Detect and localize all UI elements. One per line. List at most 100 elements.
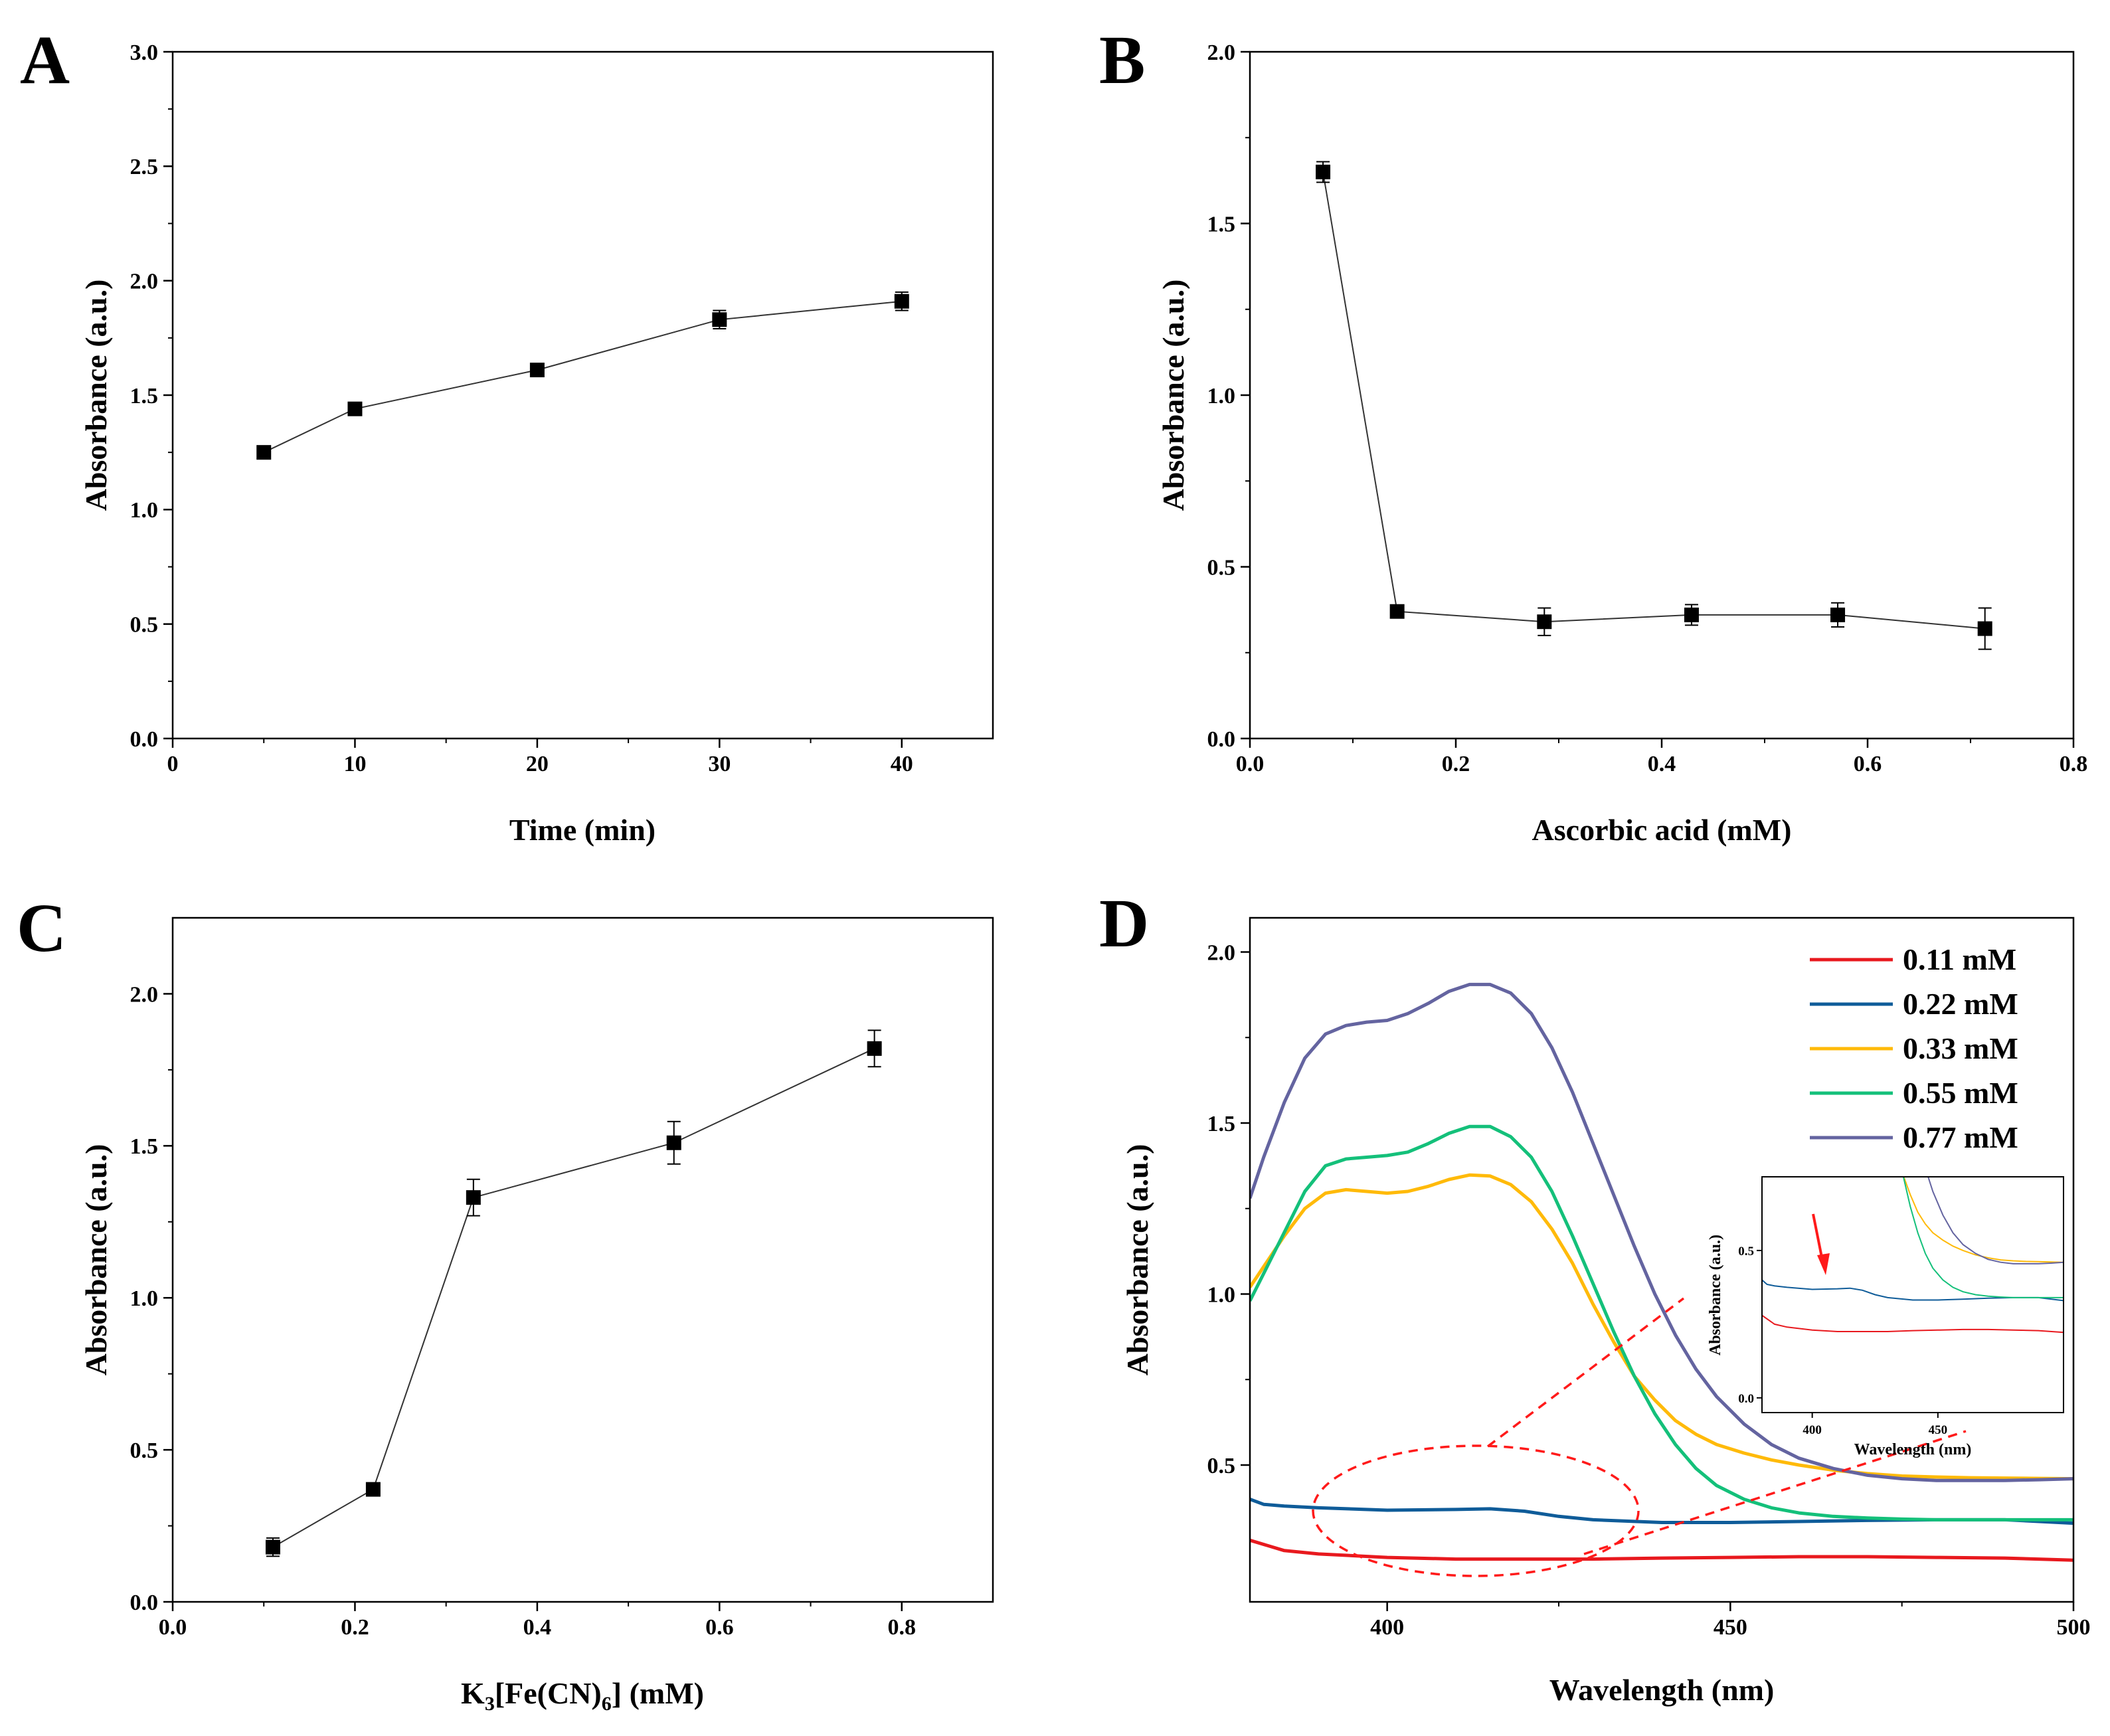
spectrum-line (1250, 1538, 2073, 1562)
panel-c: C 0.0 0.5 1.0 1.5 2.0 0.0 0.2 0.4 0.6 0.8 K3[Fe(… (17, 890, 994, 1715)
data-point (1389, 604, 1405, 619)
panel-b-y-ticks: 0.0 0.5 1.0 1.5 2.0 (1207, 41, 1250, 752)
legend-item: 0.11 mM (1810, 942, 2016, 976)
panel-d-inset: 0.0 0.5 400 450 Wavelength (nm) Absorbance… (1707, 1176, 2064, 1458)
panel-c-y-ticks: 0.0 0.5 1.0 1.5 2.0 (130, 982, 173, 1615)
panel-d-y-axis-title: Absorbance (a.u.) (1120, 1144, 1154, 1376)
legend-item: 0.55 mM (1810, 1076, 2018, 1110)
y-tick-label: 0.5 (1207, 1454, 1236, 1478)
panel-d-series (1250, 982, 2073, 1562)
y-tick-label: 1.0 (130, 1286, 159, 1311)
panel-c-plot-frame (171, 916, 994, 1603)
y-tick-label: 0.0 (130, 727, 159, 752)
y-tick-label: 0.0 (130, 1591, 159, 1615)
panel-a-y-ticks: 0.0 0.5 1.0 1.5 2.0 2.5 3.0 (130, 41, 173, 752)
inset-spectrum-line (1762, 1279, 2064, 1302)
zoom-ellipse (1312, 1444, 1640, 1577)
data-point (1977, 621, 1992, 636)
data-point (466, 1190, 481, 1205)
y-tick-label: 1.0 (1207, 384, 1236, 408)
inset-y-tick-label: 0.0 (1738, 1392, 1754, 1406)
panel-label-a: A (20, 22, 70, 98)
panel-c-x-title-sub-3: 3 (485, 1693, 495, 1715)
data-point (529, 363, 545, 378)
inset-y-tick-label: 0.5 (1738, 1245, 1754, 1259)
inset-x-tick-label: 450 (1929, 1423, 1948, 1437)
panel-label-d: D (1099, 885, 1149, 962)
zoom-connector-upper (1486, 1297, 1685, 1448)
legend-label: 0.33 mM (1903, 1031, 2018, 1065)
data-point (894, 294, 909, 309)
panel-c-x-title-sub-6: 6 (602, 1693, 612, 1715)
panel-d-y-ticks: 0.5 1.0 1.5 2.0 (1207, 940, 1250, 1478)
panel-b-x-ticks: 0.0 0.2 0.4 0.6 0.8 (1236, 738, 2087, 776)
inset-spectrum-line (1902, 1177, 2064, 1298)
x-tick-label: 450 (1714, 1615, 1747, 1640)
inset-red-arrow (1812, 1213, 1830, 1275)
y-tick-label: 1.0 (130, 498, 159, 523)
data-point (265, 1539, 280, 1555)
spectrum-line (1250, 1124, 2073, 1521)
y-tick-label: 2.0 (1207, 940, 1236, 965)
panel-d-x-axis-title: Wavelength (nm) (1549, 1673, 1775, 1707)
panel-a-x-ticks: 0 10 20 30 40 (167, 738, 913, 776)
legend-item: 0.22 mM (1810, 987, 2018, 1021)
y-tick-label: 0.5 (130, 613, 159, 638)
legend-label: 0.55 mM (1903, 1076, 2018, 1110)
legend-item: 0.33 mM (1810, 1031, 2018, 1065)
y-tick-label: 1.5 (130, 384, 159, 408)
x-tick-label: 0.4 (523, 1615, 552, 1640)
x-tick-label: 0.2 (341, 1615, 369, 1640)
x-tick-label: 0.6 (705, 1615, 734, 1640)
panel-a-plot-frame (171, 50, 994, 740)
x-tick-label: 40 (891, 752, 913, 776)
inset-spectrum-line (1762, 1314, 2064, 1334)
panel-c-x-title-fecn: [Fe(CN) (495, 1676, 602, 1710)
data-point (347, 401, 363, 416)
panel-label-b: B (1099, 22, 1145, 98)
panel-b-y-axis-title: Absorbance (a.u.) (1156, 280, 1190, 511)
x-tick-label: 10 (343, 752, 366, 776)
x-tick-label: 500 (2057, 1615, 2091, 1640)
panel-c-x-title-k: K (461, 1676, 485, 1710)
x-tick-label: 0.0 (159, 1615, 187, 1640)
data-point (1684, 607, 1699, 622)
y-tick-label: 0.5 (1207, 555, 1236, 580)
y-tick-label: 1.5 (130, 1134, 159, 1159)
y-tick-label: 3.0 (130, 41, 159, 65)
x-tick-label: 400 (1370, 1615, 1404, 1640)
legend-label: 0.22 mM (1903, 987, 2018, 1021)
zoom-connector-lower (1583, 1430, 1967, 1555)
series-line (263, 300, 902, 454)
legend-label: 0.11 mM (1903, 942, 2016, 976)
x-tick-label: 0 (167, 752, 179, 776)
panel-b-series (1316, 161, 1992, 650)
x-tick-label: 30 (708, 752, 731, 776)
panel-c-y-axis-title: Absorbance (a.u.) (79, 1144, 113, 1376)
y-tick-label: 2.0 (130, 982, 159, 1007)
panel-a-series (256, 291, 909, 460)
x-tick-label: 20 (526, 752, 549, 776)
data-point (867, 1041, 882, 1056)
data-point (1830, 607, 1846, 622)
series-line (272, 1047, 875, 1548)
x-tick-label: 0.6 (1854, 752, 1882, 776)
panel-a-y-axis-title: Absorbance (a.u.) (79, 280, 113, 511)
inset-arrow-head (1817, 1253, 1830, 1275)
inset-x-tick-label: 400 (1802, 1423, 1822, 1437)
data-point (365, 1482, 381, 1497)
y-tick-label: 1.5 (1207, 1112, 1236, 1136)
inset-series (1762, 1177, 2064, 1334)
y-tick-label: 2.0 (130, 270, 159, 294)
y-tick-label: 1.0 (1207, 1282, 1236, 1307)
data-point (256, 445, 272, 460)
panel-a-x-axis-title: Time (min) (509, 813, 656, 847)
data-point (666, 1135, 681, 1150)
y-tick-label: 2.0 (1207, 41, 1236, 65)
panel-d-legend: 0.11 mM 0.22 mM 0.33 mM 0.55 mM 0.77 mM (1810, 942, 2018, 1154)
legend-item: 0.77 mM (1810, 1120, 2018, 1154)
x-tick-label: 0.8 (888, 1615, 917, 1640)
zoom-annotation (1312, 1297, 1967, 1577)
data-point (1537, 614, 1552, 630)
inset-y-axis-title: Absorbance (a.u.) (1707, 1235, 1724, 1355)
